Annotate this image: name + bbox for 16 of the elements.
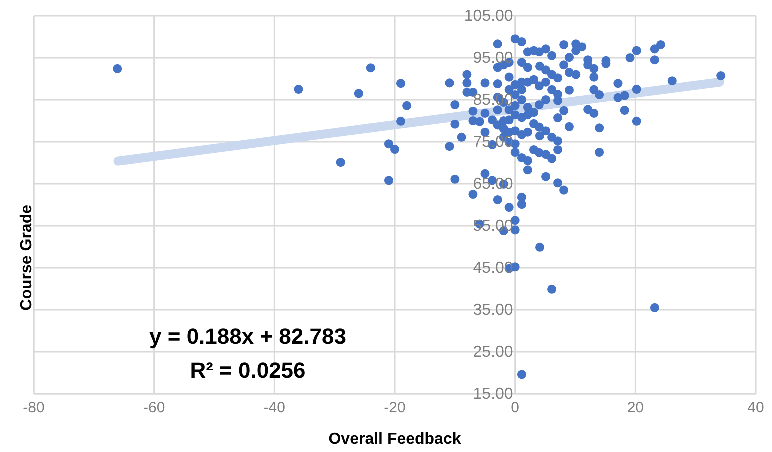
- y-tick-label: 15.00: [473, 386, 514, 403]
- x-tick-label: -20: [384, 400, 406, 417]
- annotation: y = 0.188x + 82.783: [148, 324, 348, 350]
- x-tick-label: -40: [264, 400, 286, 417]
- y-tick-label: 25.00: [473, 344, 514, 361]
- x-axis-title: Overall Feedback: [328, 431, 462, 448]
- x-tick-label: 0: [511, 400, 520, 417]
- x-tick-label: 20: [627, 400, 644, 417]
- y-tick-label: 95.00: [473, 50, 514, 67]
- y-axis-title: Course Grade: [18, 204, 36, 311]
- y-tick-label: 105.00: [464, 8, 514, 25]
- x-tick-label: 40: [748, 400, 764, 417]
- y-tick-label: 35.00: [473, 302, 514, 319]
- x-tick-label: -80: [23, 400, 45, 417]
- annotation: R² = 0.0256: [189, 358, 307, 384]
- x-tick-label: -60: [143, 400, 166, 417]
